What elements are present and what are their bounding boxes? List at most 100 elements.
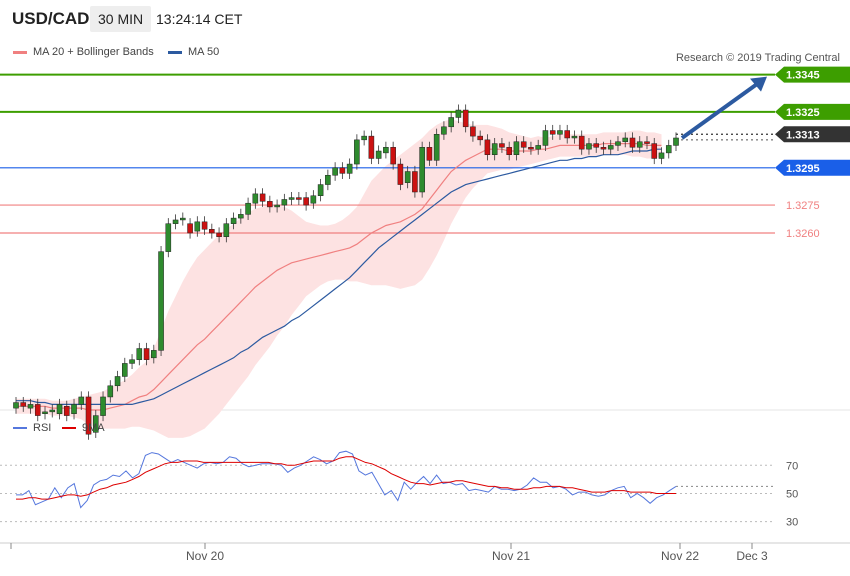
candle (143, 342, 150, 366)
candle-body (209, 229, 215, 234)
candle-body (78, 396, 85, 405)
candle-body (42, 411, 48, 414)
candle (136, 342, 143, 366)
candle-body (361, 135, 367, 141)
candle-body (143, 348, 150, 360)
candle-body (622, 137, 629, 142)
candle-body (470, 126, 476, 137)
candle-body (535, 145, 541, 150)
candle-body (390, 147, 396, 165)
time-tick-label: Dec 3 (736, 549, 768, 563)
candle (325, 169, 331, 191)
candle (180, 212, 186, 226)
candle (339, 162, 346, 179)
rsi-tick-label: 30 (786, 517, 798, 529)
candle (201, 216, 208, 235)
symbol-label: USD/CAD (12, 9, 90, 28)
candle-body (317, 184, 324, 196)
candle (404, 165, 411, 189)
candle (20, 396, 27, 412)
candle-body (455, 109, 462, 118)
candle (63, 400, 70, 422)
candle (375, 145, 382, 165)
rsi-legend-label: RSI (33, 422, 52, 434)
ma20-bb-legend-label: MA 20 + Bollinger Bands (33, 46, 154, 58)
candle (259, 188, 266, 207)
candle (433, 128, 440, 166)
candle (281, 193, 288, 211)
ma20-bb-swatch (13, 51, 27, 54)
candle (426, 141, 433, 166)
candle-body (564, 130, 570, 139)
candle-body (158, 251, 164, 351)
ma50-line (16, 148, 662, 405)
candle-body (368, 135, 375, 159)
candle (151, 344, 157, 364)
candle-body (578, 135, 585, 150)
candle-body (673, 137, 679, 146)
candle-body (216, 232, 222, 237)
candle (491, 137, 498, 161)
candle (506, 141, 512, 161)
candle-body (223, 223, 230, 237)
candle (27, 398, 34, 414)
candle (92, 410, 99, 438)
candle-body (34, 404, 41, 416)
candle (600, 141, 607, 155)
candle (129, 354, 135, 370)
candle (303, 192, 309, 211)
candle-body (238, 214, 244, 219)
candle-body (600, 147, 607, 150)
candle-body (165, 223, 172, 252)
level-label-1.3260: 1.3260 (786, 228, 820, 240)
candle (230, 212, 237, 230)
candle (557, 124, 563, 140)
candle (397, 158, 404, 191)
candle (564, 124, 570, 144)
candle (629, 132, 636, 153)
ma9-swatch (62, 427, 76, 429)
candle-body (107, 385, 114, 398)
candle-body (462, 109, 469, 128)
candle-body (491, 143, 498, 155)
candle-body (332, 167, 338, 176)
candle-body (346, 163, 353, 174)
candle (216, 227, 222, 243)
candle-body (665, 145, 672, 154)
candle-body (172, 219, 179, 224)
candle (114, 370, 121, 392)
candle (122, 357, 128, 383)
candle (274, 199, 280, 213)
candle-body (85, 396, 92, 435)
level-tag-1.3345 (775, 66, 850, 83)
candle (354, 134, 360, 170)
candle (223, 218, 230, 243)
candle (49, 404, 56, 418)
timeframe-button[interactable]: 30 MIN (90, 6, 152, 32)
candle-body (49, 409, 56, 413)
candle (288, 192, 295, 206)
candle-body (419, 147, 425, 193)
candle (165, 218, 172, 258)
candle (477, 130, 483, 146)
candle-body (636, 141, 643, 148)
candle-body (513, 141, 520, 155)
candle (412, 165, 418, 198)
candle (586, 137, 592, 155)
candle (535, 139, 541, 155)
candle-body (629, 137, 636, 148)
candle (252, 188, 259, 209)
candle (78, 391, 85, 410)
candle-body (129, 359, 135, 364)
candle-body (658, 152, 665, 159)
candle-body (448, 117, 454, 128)
candle-body (477, 135, 483, 141)
candle-body (557, 130, 563, 135)
candle-body (71, 404, 77, 414)
level-label-1.3325: 1.3325 (786, 107, 820, 119)
candle (578, 130, 585, 155)
candle (194, 216, 201, 237)
rsi-series-9ma (16, 456, 676, 500)
rsi-tick-label: 70 (786, 460, 798, 472)
candle (549, 124, 556, 140)
